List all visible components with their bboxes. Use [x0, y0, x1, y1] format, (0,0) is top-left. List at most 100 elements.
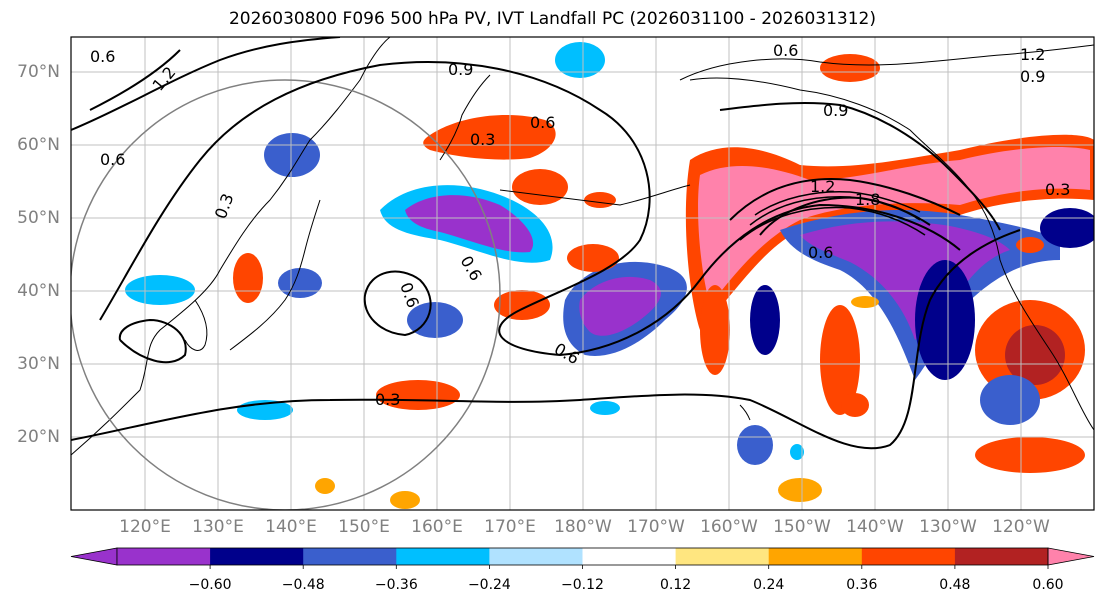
negative-patch-11: [1040, 208, 1094, 248]
colorbar-tick-label: 0.48: [939, 577, 971, 593]
colorbar-segment: [675, 548, 770, 565]
lon-label: 170°W: [627, 517, 685, 537]
lon-label: 130°W: [919, 517, 977, 537]
contour-label: 0.6: [100, 150, 125, 169]
contour-label: 1.2: [1020, 45, 1045, 64]
lat-lon-grid: [71, 37, 1094, 510]
negative-core-mid-pacific: [579, 276, 661, 336]
negative-patch-1: [407, 302, 463, 338]
coastlines: [71, 37, 1094, 456]
colorbar: [70, 547, 1095, 569]
positive-patch-15: [315, 478, 335, 494]
lat-label: 40°N: [17, 281, 60, 301]
contour-label: 0.6: [773, 41, 798, 60]
negative-patch-3: [278, 268, 322, 298]
colorbar-segment: [117, 548, 211, 565]
contour-label: 0.3: [375, 390, 400, 409]
colorbar-tick-label: 0.12: [660, 577, 692, 593]
negative-patch-5: [750, 285, 780, 355]
positive-patch-5: [820, 54, 880, 82]
pv-contours: [71, 37, 1021, 450]
colorbar-tick-label: −0.24: [467, 577, 511, 593]
lon-label: 180°W: [554, 517, 612, 537]
lat-label: 50°N: [17, 208, 60, 228]
positive-patch-13: [851, 296, 879, 308]
colorbar-tick-label: −0.36: [374, 577, 418, 593]
negative-patch-2: [264, 133, 320, 177]
positive-patch-3: [494, 290, 550, 320]
map-title: 2026030800 F096 500 hPa PV, IVT Landfall…: [228, 9, 876, 29]
positive-patch-2: [567, 244, 619, 272]
positive-patch-1: [512, 169, 568, 205]
positive-patch-9: [700, 285, 730, 375]
korea-coast: [184, 299, 208, 351]
asia-coast: [71, 37, 391, 456]
positive-core-gulf-alaska: [698, 147, 1090, 305]
negative-patch-6: [915, 260, 975, 380]
lon-label: 160°E: [411, 517, 463, 537]
contour-label: 0.6: [530, 113, 555, 132]
pv-shading: [125, 42, 1094, 509]
jet-contour-3: [739, 206, 926, 241]
positive-patch-6: [820, 305, 860, 415]
contour-label: 0.6: [808, 243, 833, 262]
contour-label: 0.9: [1020, 67, 1045, 86]
contour-0.6-asia: [118, 318, 187, 364]
positive-patch-8: [975, 437, 1085, 473]
lon-label: 150°E: [338, 517, 390, 537]
contour-label: 0.6: [457, 253, 486, 285]
colorbar-tick-label: 0.24: [753, 577, 785, 593]
hawaii: [739, 404, 751, 421]
negative-patch-12: [590, 401, 620, 415]
contour-label: 1.2: [149, 63, 180, 95]
contour-label: 1.2: [810, 177, 835, 196]
lon-label: 140°W: [846, 517, 904, 537]
colorbar-segment: [210, 548, 304, 565]
contour-0.9: [71, 37, 1001, 231]
kamchatka-coast: [439, 74, 491, 161]
lon-label: 120°W: [992, 517, 1050, 537]
range-circle: [71, 79, 501, 510]
contour-0.6-east-pacific: [363, 270, 432, 337]
lat-label: 20°N: [17, 427, 60, 447]
jet-contour-2: [754, 190, 921, 216]
jet-contours: [739, 190, 926, 241]
positive-anomaly-kamchatka: [423, 115, 556, 160]
negative-patch-8: [737, 425, 773, 465]
lon-label: 150°W: [773, 517, 831, 537]
colorbar-segment: [861, 548, 956, 565]
contour-label: 1.8: [855, 190, 880, 209]
positive-patch-4: [376, 380, 460, 410]
negative-patch-13: [790, 444, 804, 460]
contour-labels: 0.6 1.2 0.9 0.3 0.6 0.3 0.6 0.6 0.6 0.3 …: [90, 41, 1070, 409]
map-frame: [70, 36, 1095, 511]
lat-label: 70°N: [17, 62, 60, 82]
contour-label: 0.6: [90, 47, 115, 66]
contour-0.3-south: [71, 229, 1021, 450]
contour-1.2: [89, 49, 961, 221]
lon-label: 160°W: [700, 517, 758, 537]
colorbar-tick-label: 0.36: [846, 577, 878, 593]
lon-label: 120°E: [119, 517, 171, 537]
lon-label: 130°E: [192, 517, 244, 537]
contour-label: 0.9: [823, 101, 848, 120]
lon-label: 170°E: [484, 517, 536, 537]
contour-0.6-mid: [99, 61, 961, 357]
colorbar-segment: [768, 548, 863, 565]
positive-patch-10: [778, 478, 822, 502]
aleutian-chain: [499, 184, 691, 206]
negative-core-jet: [800, 221, 1010, 340]
colorbar-segment: [954, 548, 1049, 565]
negative-patch-7: [980, 375, 1040, 425]
colorbar-segment: [396, 548, 490, 565]
positive-core-7: [1005, 325, 1065, 385]
colorbar-segment: [489, 548, 583, 565]
lat-label: 60°N: [17, 135, 60, 155]
contour-label: 0.3: [211, 191, 238, 221]
colorbar-segment: [303, 548, 397, 565]
colorbar-tick-label: −0.12: [561, 577, 604, 593]
contour-label: 0.3: [470, 130, 495, 149]
lat-label: 30°N: [17, 354, 60, 374]
contour-label: 0.9: [448, 60, 473, 79]
